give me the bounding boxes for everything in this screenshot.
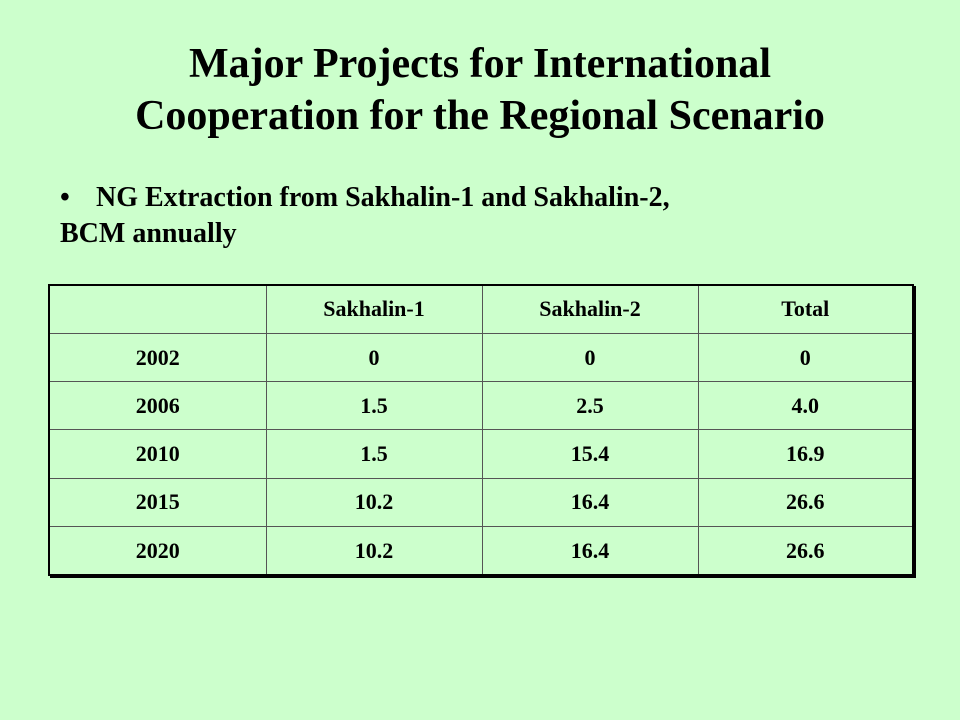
header-cell-sakhalin-2: Sakhalin-2: [481, 286, 699, 334]
header-cell-sakhalin-1: Sakhalin-1: [265, 286, 483, 334]
year-cell: 2015: [50, 477, 267, 528]
header-cell-empty: [50, 286, 267, 334]
total-cell: 26.6: [697, 526, 912, 574]
slide-title-line-2: Cooperation for the Regional Scenario: [135, 93, 825, 139]
year-cell: 2020: [50, 526, 267, 574]
table-row: 2002 0 0 0: [50, 332, 912, 383]
slide-title-line-1: Major Projects for International: [188, 41, 772, 87]
bullet-text-line-2: BCM annually: [60, 218, 237, 249]
sakhalin-1-cell: 1.5: [265, 381, 483, 431]
total-cell: 0: [697, 332, 912, 383]
extraction-table-frame: Sakhalin-1 Sakhalin-2 Total 2002 0 0 0 2…: [48, 284, 914, 576]
bullet-point: • NG Extraction from Sakhalin-1 and Sakha…: [60, 180, 900, 252]
sakhalin-2-cell: 16.4: [481, 526, 699, 574]
sakhalin-2-cell: 0: [481, 332, 699, 383]
year-cell: 2002: [50, 332, 267, 383]
sakhalin-2-cell: 15.4: [481, 429, 699, 479]
table-row: 2020 10.2 16.4 26.6: [50, 526, 912, 574]
table-row: 2010 1.5 15.4 16.9: [50, 429, 912, 479]
sakhalin-1-cell: 10.2: [265, 477, 483, 528]
total-cell: 26.6: [697, 477, 912, 528]
year-cell: 2006: [50, 381, 267, 431]
sakhalin-2-cell: 16.4: [481, 477, 699, 528]
extraction-table: Sakhalin-1 Sakhalin-2 Total 2002 0 0 0 2…: [50, 286, 912, 574]
sakhalin-1-cell: 1.5: [265, 429, 483, 479]
bullet-icon: •: [60, 182, 70, 213]
sakhalin-1-cell: 0: [265, 332, 483, 383]
table-header-row: Sakhalin-1 Sakhalin-2 Total: [50, 286, 912, 334]
sakhalin-2-cell: 2.5: [481, 381, 699, 431]
table-row: 2015 10.2 16.4 26.6: [50, 477, 912, 528]
header-cell-total: Total: [697, 286, 912, 334]
bullet-text-line-1: NG Extraction from Sakhalin-1 and Sakhal…: [96, 182, 670, 213]
total-cell: 16.9: [697, 429, 912, 479]
total-cell: 4.0: [697, 381, 912, 431]
table-row: 2006 1.5 2.5 4.0: [50, 381, 912, 431]
year-cell: 2010: [50, 429, 267, 479]
slide-title: Major Projects for International Coopera…: [40, 38, 920, 142]
sakhalin-1-cell: 10.2: [265, 526, 483, 574]
